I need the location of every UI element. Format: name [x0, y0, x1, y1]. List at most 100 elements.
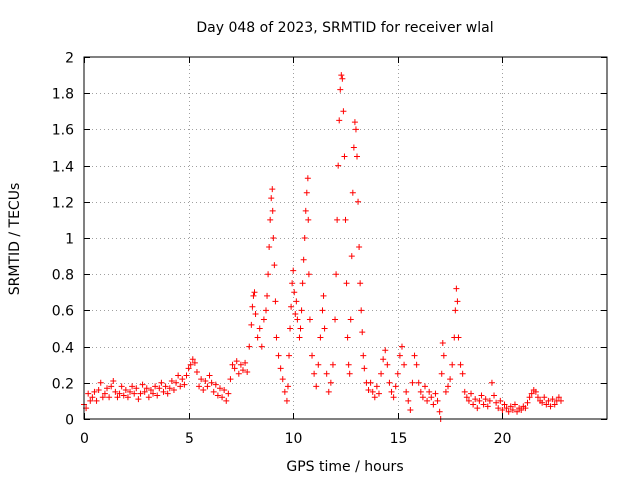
data-point — [272, 298, 279, 305]
data-point — [235, 370, 242, 377]
data-point — [472, 396, 479, 403]
data-point — [484, 403, 491, 410]
data-point — [266, 244, 273, 251]
data-point — [303, 189, 310, 196]
data-point — [286, 352, 293, 359]
data-point — [449, 361, 456, 368]
x-tick-label: 15 — [390, 431, 408, 447]
data-point — [452, 307, 459, 314]
data-point — [154, 392, 161, 399]
data-point — [93, 397, 100, 404]
data-point — [361, 365, 368, 372]
data-point — [432, 390, 439, 397]
data-point — [421, 383, 428, 390]
data-point — [526, 394, 533, 401]
data-point — [405, 397, 412, 404]
data-point — [187, 361, 194, 368]
data-point — [101, 390, 108, 397]
data-point — [491, 392, 498, 399]
data-point — [382, 347, 389, 354]
data-point — [145, 394, 152, 401]
data-point — [388, 388, 395, 395]
data-point — [518, 406, 525, 413]
data-point — [270, 235, 277, 241]
data-point — [196, 383, 203, 390]
data-point — [288, 303, 295, 310]
data-point — [340, 108, 347, 115]
data-point — [212, 381, 219, 388]
data-point — [371, 394, 378, 401]
data-point — [317, 334, 324, 341]
data-point — [112, 388, 119, 395]
data-point — [248, 321, 255, 328]
data-point — [439, 339, 446, 346]
data-point — [168, 377, 175, 384]
data-point — [210, 388, 217, 395]
data-point — [344, 334, 351, 341]
data-point — [334, 216, 341, 223]
data-point — [249, 303, 256, 310]
data-point — [106, 394, 113, 401]
data-point — [177, 383, 184, 390]
data-point — [173, 379, 180, 386]
axis-ticks: 00.20.40.60.811.21.41.61.820 5 10 15 20 — [52, 51, 607, 447]
data-point — [461, 388, 468, 395]
data-point — [547, 403, 554, 410]
data-point — [321, 325, 328, 332]
data-point — [534, 394, 541, 401]
data-point — [200, 387, 207, 394]
data-point — [231, 365, 238, 372]
data-point — [342, 216, 349, 223]
data-point — [87, 397, 94, 404]
data-point — [122, 387, 129, 394]
data-point — [152, 383, 159, 390]
data-point — [392, 383, 399, 390]
data-point — [264, 292, 271, 299]
data-point — [89, 394, 96, 401]
data-point — [343, 280, 350, 287]
data-point — [216, 385, 223, 392]
data-point — [85, 390, 92, 397]
data-point — [493, 399, 500, 406]
data-point — [503, 405, 510, 412]
data-point — [332, 316, 339, 323]
data-point — [409, 379, 416, 386]
data-point — [311, 370, 318, 377]
data-point — [378, 370, 385, 377]
data-point — [118, 383, 125, 390]
data-point — [164, 390, 171, 397]
data-point — [486, 397, 493, 404]
data-point — [354, 153, 361, 160]
data-point — [457, 361, 464, 368]
data-point — [202, 377, 209, 384]
y-tick-label: 1.4 — [52, 160, 74, 176]
data-point — [263, 307, 270, 314]
data-point — [300, 256, 307, 263]
data-point — [268, 195, 275, 202]
data-point — [454, 298, 461, 305]
data-point — [297, 325, 304, 332]
x-tick-label: 5 — [185, 431, 194, 447]
data-point — [129, 383, 136, 390]
data-point — [193, 368, 200, 375]
data-point — [204, 383, 211, 390]
data-point — [455, 334, 462, 341]
data-point — [482, 396, 489, 403]
data-point — [430, 401, 437, 408]
data-point — [319, 307, 326, 314]
data-point — [415, 379, 422, 386]
data-point — [557, 397, 564, 404]
data-point — [185, 365, 192, 372]
data-point — [254, 334, 261, 341]
x-axis-label: GPS time / hours — [286, 459, 403, 475]
data-point — [352, 126, 359, 133]
data-point — [440, 352, 447, 359]
data-point — [265, 271, 272, 278]
data-point — [465, 397, 472, 404]
data-point — [474, 405, 481, 412]
data-points — [81, 72, 564, 422]
data-point — [396, 352, 403, 359]
data-point — [289, 280, 296, 287]
data-point — [296, 334, 303, 341]
